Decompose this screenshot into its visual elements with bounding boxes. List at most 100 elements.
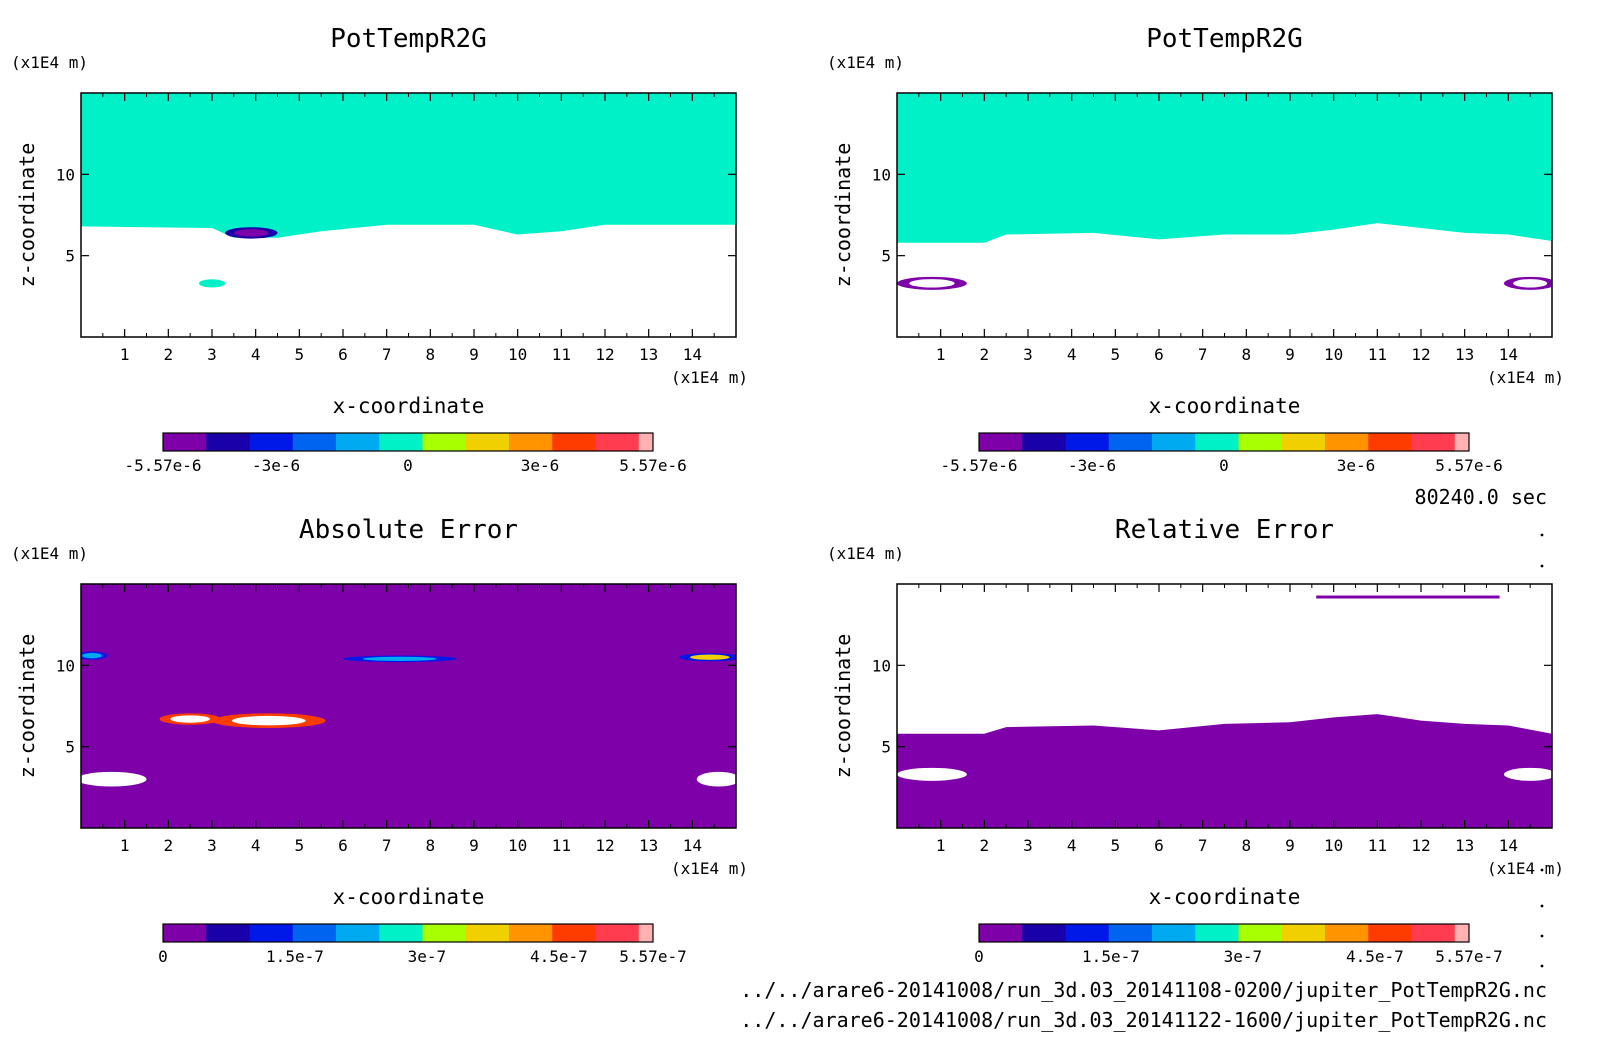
- panel-1: PotTempR2G (x1E4 m) (x1E4 m) x-coordinate z-…: [11, 24, 748, 475]
- x-tick-label: 14: [683, 836, 702, 855]
- colorbar-tick-label: 0: [974, 947, 984, 966]
- y-tick-label: 5: [65, 247, 75, 266]
- x-tick-label: 10: [1324, 345, 1343, 364]
- colorbar-segment: [206, 924, 250, 942]
- plot-area: [81, 93, 736, 337]
- colorbar-tick-label: 3e-6: [1337, 456, 1376, 475]
- panel-title: PotTempR2G: [330, 24, 487, 54]
- contour-feature: [696, 771, 736, 787]
- colorbar-segment: [1022, 433, 1066, 451]
- field-all: [81, 584, 736, 828]
- plot-area: [897, 93, 1552, 337]
- x-tick-label: 13: [1455, 345, 1474, 364]
- colorbar-frame: [162, 923, 654, 943]
- panel-title: Absolute Error: [299, 515, 518, 545]
- colorbar-segment: [1022, 924, 1066, 942]
- x-tick-label: 8: [426, 345, 436, 364]
- colorbar-tick-label: 3e-7: [408, 947, 447, 966]
- x-tick-label: 5: [295, 345, 305, 364]
- y-axis-label: z-coordinate: [831, 634, 855, 779]
- x-tick-label: 3: [207, 345, 217, 364]
- x-tick-label: 13: [1455, 836, 1474, 855]
- contour-feature: [909, 279, 955, 288]
- colorbar-segment: [1368, 924, 1412, 942]
- colorbar-segment: [163, 924, 207, 942]
- colorbar-segment: [979, 924, 1023, 942]
- x-tick-label: 6: [338, 836, 348, 855]
- x-tick-label: 7: [382, 345, 392, 364]
- x-tick-label: 6: [1154, 836, 1164, 855]
- colorbar-segment: [1324, 924, 1369, 942]
- field-upper: [81, 93, 736, 238]
- x-tick-label: 14: [1499, 836, 1518, 855]
- plot-area: [897, 584, 1552, 828]
- y-tick-label: 5: [881, 738, 891, 757]
- x-tick-label: 4: [1067, 345, 1077, 364]
- x-axis-label: x-coordinate: [1149, 394, 1301, 418]
- x-tick-label: 9: [469, 836, 479, 855]
- colorbar-tick-label: 3e-6: [521, 456, 560, 475]
- y-unit-label: (x1E4 m): [827, 544, 904, 563]
- right-edge-dots: [1540, 533, 1544, 968]
- colorbar-segment: [638, 924, 653, 942]
- x-tick-label: 4: [251, 836, 261, 855]
- contour-feature: [1503, 767, 1552, 781]
- file-path-1: ../../arare6-20141008/run_3d.03_20141108…: [740, 978, 1547, 1002]
- colorbar: -5.57e-6 -3e-6 0 3e-6 5.57e-6: [940, 432, 1503, 475]
- colorbar-segment: [1411, 433, 1456, 451]
- x-tick-label: 11: [552, 345, 571, 364]
- field-upper: [897, 584, 1552, 734]
- x-axis-label: x-coordinate: [1149, 885, 1301, 909]
- contour-feature: [198, 279, 226, 288]
- colorbar-segment: [1411, 924, 1456, 942]
- colorbar-segment: [249, 433, 294, 451]
- y-tick-label: 5: [881, 247, 891, 266]
- colorbar-segment: [1454, 924, 1469, 942]
- colorbar-segment: [552, 924, 596, 942]
- x-tick-label: 2: [980, 345, 990, 364]
- x-tick-label: 8: [426, 836, 436, 855]
- colorbar-segment: [422, 924, 467, 942]
- contour-feature: [689, 654, 730, 660]
- colorbar-tick-label: 5.57e-7: [619, 947, 686, 966]
- x-unit-label: (x1E4 m): [1487, 859, 1564, 878]
- x-tick-label: 12: [1411, 836, 1430, 855]
- colorbar-tick-label: 3e-7: [1224, 947, 1263, 966]
- colorbar-segment: [249, 924, 294, 942]
- colorbar-segment: [508, 433, 553, 451]
- panel-2: PotTempR2G (x1E4 m) (x1E4 m) x-coordinate z-…: [827, 24, 1564, 475]
- colorbar-segment: [1238, 924, 1283, 942]
- x-tick-label: 10: [508, 836, 527, 855]
- colorbar-segment: [508, 924, 553, 942]
- x-axis-label: x-coordinate: [333, 394, 485, 418]
- y-unit-label: (x1E4 m): [827, 53, 904, 72]
- y-axis-label: z-coordinate: [831, 143, 855, 288]
- colorbar: 0 1.5e-7 3e-7 4.5e-7 5.57e-7: [158, 923, 687, 966]
- x-tick-label: 1: [120, 345, 130, 364]
- y-tick-label: 10: [872, 656, 891, 675]
- file-path-2: ../../arare6-20141008/run_3d.03_20141122…: [740, 1008, 1547, 1032]
- colorbar-segment: [552, 433, 596, 451]
- x-tick-label: 5: [1111, 836, 1121, 855]
- colorbar-segment: [379, 433, 423, 451]
- x-tick-label: 3: [207, 836, 217, 855]
- colorbar-tick-label: -5.57e-6: [940, 456, 1017, 475]
- colorbar-segment: [1281, 433, 1326, 451]
- colorbar-segment: [1151, 433, 1196, 451]
- colorbar: 0 1.5e-7 3e-7 4.5e-7 5.57e-7: [974, 923, 1503, 966]
- colorbar-segment: [1281, 924, 1326, 942]
- x-tick-label: 10: [1324, 836, 1343, 855]
- colorbar-segment: [335, 924, 380, 942]
- x-tick-label: 2: [980, 836, 990, 855]
- field-upper: [897, 93, 1552, 243]
- colorbar-segment: [1195, 924, 1239, 942]
- colorbar-tick-label: -3e-6: [252, 456, 300, 475]
- plot-area: [81, 584, 736, 828]
- colorbar-tick-label: 5.57e-7: [1435, 947, 1502, 966]
- colorbar-tick-label: 0: [1219, 456, 1229, 475]
- x-tick-label: 9: [1285, 345, 1295, 364]
- x-unit-label: (x1E4 m): [671, 859, 748, 878]
- x-tick-label: 2: [164, 345, 174, 364]
- colorbar-segment: [465, 433, 510, 451]
